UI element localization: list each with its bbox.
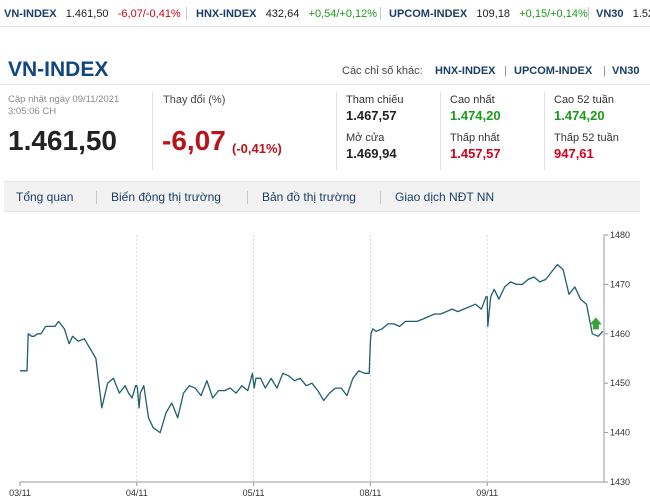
tab-divider <box>380 191 381 204</box>
high52-value: 1.474,20 <box>554 108 605 123</box>
header-divider <box>0 84 650 85</box>
change-value: -6,07 <box>162 125 226 156</box>
ref-label: Tham chiếu <box>346 94 404 106</box>
ticker-vnindex[interactable]: VN-INDEX 1.461,50 -6,07/-0,41% <box>4 8 181 20</box>
link-divider: | <box>603 65 606 77</box>
x-tick-label: 04/11 <box>126 488 148 498</box>
index-chart: 1430 1440 1450 1460 1470 1480 03/11 04/11 05/11… <box>9 230 630 498</box>
ref-value: 1.467,57 <box>346 108 397 123</box>
x-axis: 03/11 04/11 05/11 08/11 09/11 <box>9 481 604 498</box>
y-tick-label: 1430 <box>610 477 630 487</box>
current-price: 1.461,50 <box>8 125 117 156</box>
link-vn30[interactable]: VN30 <box>612 65 640 77</box>
tab-foreign-trading[interactable]: Giao dịch NĐT NN <box>395 190 495 204</box>
ticker-name[interactable]: UPCOM-INDEX <box>389 8 468 20</box>
ticker-change: +0,15/+0,14% <box>519 8 588 20</box>
change-percent: (-0,41%) <box>232 141 282 156</box>
high-value: 1.474,20 <box>450 108 501 123</box>
tab-divider <box>96 191 97 204</box>
x-tick-label: 05/11 <box>243 488 265 498</box>
ticker-value: 1.52 <box>632 8 650 20</box>
low52-value: 947,61 <box>554 146 594 161</box>
ticker-divider <box>186 7 187 20</box>
tab-bar: Tổng quan Biến động thị trường Bản đồ th… <box>4 181 640 212</box>
chart-grid <box>136 235 488 482</box>
ticker-vn30[interactable]: VN30 1.52 <box>596 8 650 20</box>
high-label: Cao nhất <box>450 94 495 106</box>
stats-divider <box>440 92 441 170</box>
stats-divider <box>544 92 545 170</box>
up-arrow-icon <box>589 317 602 330</box>
change-label: Thay đổi (%) <box>163 94 226 106</box>
ticker-divider <box>588 7 589 20</box>
x-tick-label: 08/11 <box>359 488 381 498</box>
ticker-value: 1.461,50 <box>65 8 109 20</box>
y-tick-label: 1450 <box>610 378 630 388</box>
ticker-upcomindex[interactable]: UPCOM-INDEX 109,18 +0,15/+0,14% <box>389 8 588 20</box>
ticker-bar: VN-INDEX 1.461,50 -6,07/-0,41% HNX-INDEX… <box>0 0 650 27</box>
index-series-line <box>20 263 604 434</box>
summary-divider <box>336 92 337 170</box>
y-tick-label: 1460 <box>610 329 630 339</box>
link-hnx-index[interactable]: HNX-INDEX <box>435 65 496 77</box>
ticker-value: 109,18 <box>476 8 511 20</box>
other-indices-label: Các chỉ số khác: <box>342 65 423 77</box>
y-tick-label: 1440 <box>610 428 630 438</box>
open-label: Mở cửa <box>346 132 385 144</box>
ticker-name[interactable]: VN30 <box>596 8 624 20</box>
tab-market-map[interactable]: Bản đồ thị trường <box>262 190 356 204</box>
low-value: 1.457,57 <box>450 146 501 161</box>
x-tick-label: 09/11 <box>476 488 498 498</box>
ticker-name[interactable]: HNX-INDEX <box>196 8 257 20</box>
high52-label: Cao 52 tuần <box>554 94 614 106</box>
tab-overview[interactable]: Tổng quan <box>16 190 74 204</box>
summary-divider <box>152 92 153 170</box>
y-tick-label: 1470 <box>610 279 630 289</box>
link-divider: | <box>504 65 507 77</box>
open-value: 1.469,94 <box>346 146 397 161</box>
ticker-change: -6,07/-0,41% <box>117 8 181 20</box>
ticker-divider <box>380 7 381 20</box>
tab-market-movement[interactable]: Biến động thị trường <box>111 190 221 204</box>
low52-label: Thấp 52 tuần <box>554 132 619 144</box>
link-upcom-index[interactable]: UPCOM-INDEX <box>514 65 593 77</box>
ticker-value: 432,64 <box>265 8 300 20</box>
x-tick-label: 03/11 <box>9 488 31 498</box>
updated-time: Cập nhật ngày 09/11/2021 3:05:06 CH <box>8 94 120 117</box>
y-axis: 1430 1440 1450 1460 1470 1480 <box>603 230 630 487</box>
ticker-hnxindex[interactable]: HNX-INDEX 432,64 +0,54/+0,12% <box>196 8 377 20</box>
chart-plot <box>20 263 604 434</box>
ticker-name[interactable]: VN-INDEX <box>4 8 57 20</box>
page-title: VN-INDEX <box>8 58 109 81</box>
y-tick-label: 1480 <box>610 230 630 240</box>
ticker-change: +0,54/+0,12% <box>308 8 378 20</box>
tab-divider <box>247 191 248 204</box>
low-label: Thấp nhất <box>450 132 500 144</box>
